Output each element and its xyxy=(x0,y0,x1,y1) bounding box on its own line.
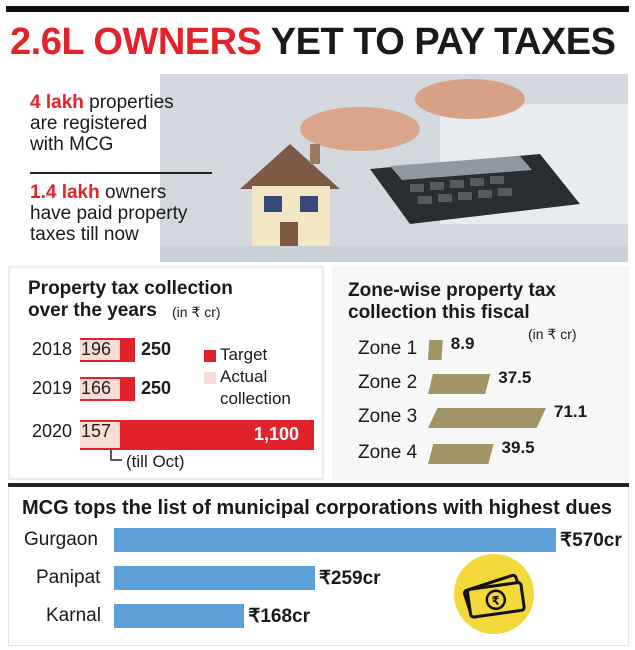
headline-rest: YET TO PAY TAXES xyxy=(261,21,616,63)
dues-chart-title: MCG tops the list of municipal corporati… xyxy=(22,497,613,519)
yearly-chart-title: Property tax collection over the years xyxy=(28,278,233,321)
section-divider xyxy=(8,483,629,487)
city-value: ₹570cr xyxy=(560,530,622,551)
target-value: 250 xyxy=(141,378,172,398)
zone-bar xyxy=(428,340,443,360)
year-label: 2019 xyxy=(32,378,73,398)
legend-target-swatch xyxy=(204,350,216,362)
year-label: 2018 xyxy=(32,339,73,359)
target-value: 250 xyxy=(141,339,172,359)
city-label: Panipat xyxy=(36,567,101,588)
top-rule xyxy=(6,6,629,12)
zone-chart-units: (in ₹ cr) xyxy=(528,326,577,342)
year-label: 2020 xyxy=(32,421,73,441)
zone-bar xyxy=(428,408,546,428)
target-value: 1,100 xyxy=(254,424,300,444)
fact-highlight: 1.4 lakh xyxy=(30,182,100,203)
actual-value: 166 xyxy=(81,378,112,398)
city-bar xyxy=(114,604,245,628)
legend-actual-swatch xyxy=(204,372,216,384)
legend-actual-label-2: collection xyxy=(220,389,291,408)
fact-text: properties xyxy=(83,92,174,113)
zone-value: 37.5 xyxy=(498,368,532,387)
legend-actual-label: Actual xyxy=(220,367,268,386)
city-label: Gurgaon xyxy=(24,529,98,550)
zone-value: 39.5 xyxy=(501,438,535,457)
fact-text: owners xyxy=(99,182,167,203)
rupee-notes-icon: ₹ xyxy=(454,554,534,634)
actual-bar xyxy=(80,379,122,399)
actual-value: 196 xyxy=(81,339,112,359)
zone-value: 8.9 xyxy=(450,334,475,353)
fact-text: with MCG xyxy=(30,134,114,155)
zone-label: Zone 2 xyxy=(358,372,418,393)
city-value: ₹168cr xyxy=(248,606,311,627)
actual-bar xyxy=(80,340,122,360)
zone-bar xyxy=(428,374,491,394)
zone-label: Zone 3 xyxy=(358,406,418,427)
calculator-house-illustration xyxy=(160,74,628,262)
fact-text: taxes till now xyxy=(30,224,139,245)
headline: 2.6L OWNERS YET TO PAY TAXES xyxy=(10,20,616,64)
zone-value: 71.1 xyxy=(554,402,588,421)
actual-bar xyxy=(80,422,122,448)
annotation-till-oct: (till Oct) xyxy=(126,452,185,471)
city-value: ₹259cr xyxy=(318,568,381,589)
fact-registered: 4 lakh properties are registered with MC… xyxy=(30,92,174,155)
zone-label: Zone 1 xyxy=(358,338,418,359)
fact-paid: 1.4 lakh owners have paid property taxes… xyxy=(30,182,187,245)
city-label: Karnal xyxy=(46,605,101,626)
fact-highlight: 4 lakh xyxy=(30,92,84,113)
svg-text:₹: ₹ xyxy=(491,593,501,608)
fact-divider xyxy=(30,172,212,174)
city-bar xyxy=(114,528,556,552)
city-bar xyxy=(114,566,315,590)
headline-red: 2.6L OWNERS xyxy=(10,21,262,63)
fact-text: are registered xyxy=(30,113,148,134)
legend-target-label: Target xyxy=(220,345,268,364)
zone-bar xyxy=(428,444,494,464)
yearly-chart-units: (in ₹ cr) xyxy=(172,304,221,320)
zone-chart-title: Zone-wise property tax collection this f… xyxy=(348,280,556,323)
zone-label: Zone 4 xyxy=(358,442,418,463)
fact-text: have paid property xyxy=(30,203,188,224)
actual-value: 157 xyxy=(81,421,112,441)
